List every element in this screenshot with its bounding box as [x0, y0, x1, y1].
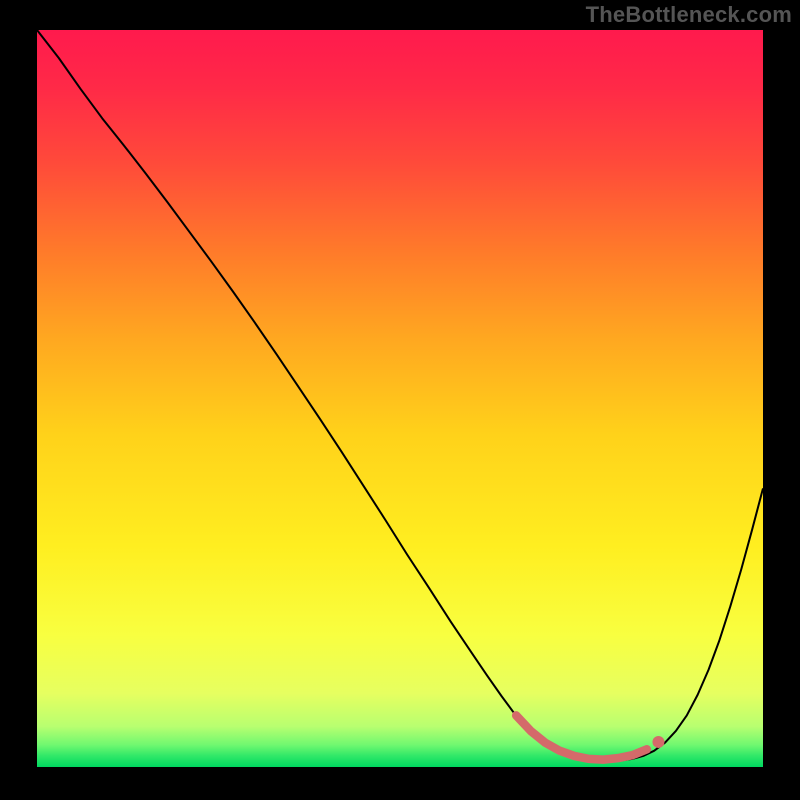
- highlight-end-dot: [652, 736, 664, 748]
- chart-frame: TheBottleneck.com: [0, 0, 800, 800]
- bottleneck-curve-chart: [0, 0, 800, 800]
- plot-background: [37, 30, 763, 767]
